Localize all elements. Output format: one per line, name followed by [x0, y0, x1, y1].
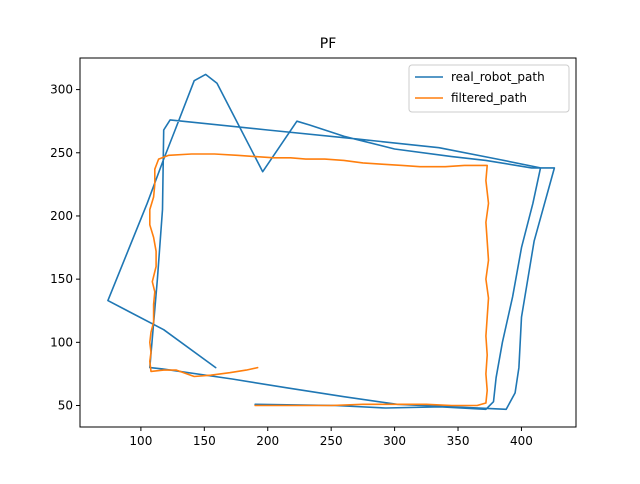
legend-label-filtered-path: filtered_path — [451, 91, 527, 105]
legend: real_robot_path filtered_path — [408, 64, 570, 113]
chart-title: PF — [320, 36, 337, 52]
legend-label-real-robot-path: real_robot_path — [451, 70, 545, 84]
x-tick-label: 300 — [383, 434, 406, 448]
y-tick-label: 100 — [50, 335, 73, 349]
x-tick-label: 250 — [320, 434, 343, 448]
x-tick-label: 100 — [129, 434, 152, 448]
plot-frame — [79, 57, 577, 428]
x-tick-label: 350 — [447, 434, 470, 448]
y-tick-label: 200 — [50, 209, 73, 223]
y-tick-label: 300 — [50, 83, 73, 97]
series-layer — [107, 73, 556, 411]
x-tick-label: 400 — [510, 434, 533, 448]
y-tick-label: 150 — [50, 272, 73, 286]
x-tick-label: 150 — [193, 434, 216, 448]
x-axis-ticks: 100 150 200 250 300 350 400 — [129, 427, 533, 448]
x-tick-label: 200 — [256, 434, 279, 448]
legend-box — [408, 64, 570, 113]
y-tick-label: 50 — [58, 399, 73, 413]
y-tick-label: 250 — [50, 146, 73, 160]
series-line-filtered-path — [149, 153, 490, 407]
y-axis-ticks: 50 100 150 200 250 300 — [50, 83, 80, 413]
series-line-real-robot-path — [107, 73, 556, 411]
